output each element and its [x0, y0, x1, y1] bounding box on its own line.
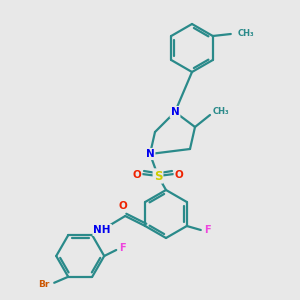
Text: N: N	[171, 107, 179, 117]
Text: F: F	[119, 243, 125, 253]
Text: CH₃: CH₃	[213, 107, 230, 116]
Text: O: O	[133, 170, 141, 180]
Text: O: O	[175, 170, 183, 180]
Text: N: N	[146, 149, 154, 159]
Text: F: F	[205, 225, 211, 235]
Text: NH: NH	[94, 225, 111, 235]
Text: S: S	[154, 169, 162, 182]
Text: Br: Br	[38, 280, 50, 289]
Text: O: O	[119, 201, 128, 211]
Text: CH₃: CH₃	[238, 28, 254, 38]
